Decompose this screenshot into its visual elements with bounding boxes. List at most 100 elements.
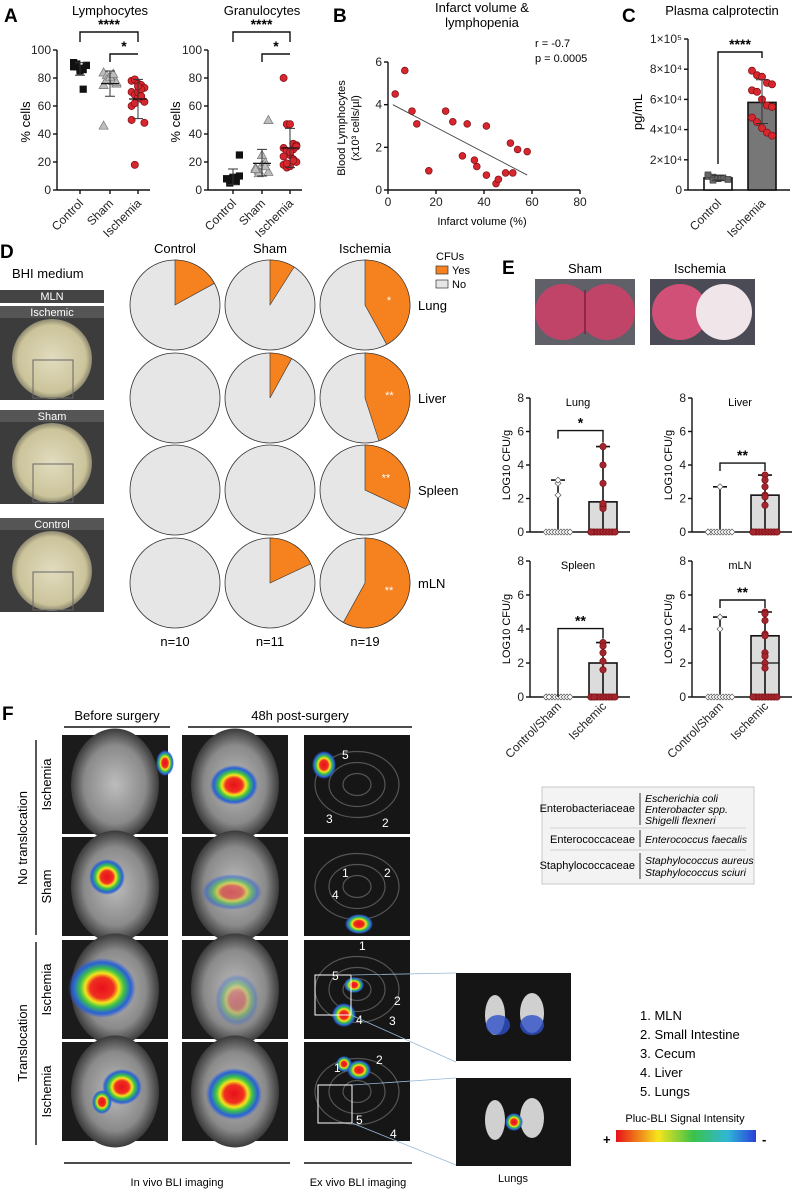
plate-label-bg bbox=[0, 410, 104, 422]
n-label: n=10 bbox=[160, 634, 189, 649]
chart-title: Lung bbox=[566, 397, 590, 409]
sd-errorbar bbox=[712, 175, 724, 181]
panel-label-d: D bbox=[0, 242, 14, 263]
xlabel-b: Infarct volume (%) bbox=[437, 216, 526, 228]
data-point-circle bbox=[506, 139, 515, 147]
title-line2: lymphopenia bbox=[445, 15, 519, 30]
significance-stars: ** bbox=[382, 473, 391, 485]
significance-stars: **** bbox=[98, 16, 120, 32]
sd-errorbar bbox=[756, 79, 768, 125]
data-point-circle bbox=[761, 652, 769, 660]
ex-vivo-bli-image: 1 2 5 4 bbox=[304, 1042, 410, 1141]
data-point-circle bbox=[473, 162, 481, 171]
organ-number: 4 bbox=[332, 888, 339, 902]
x-tick-label: Control bbox=[49, 196, 86, 233]
y-tick-label: 0 bbox=[679, 690, 686, 704]
label-ex-vivo: Ex vivo BLI imaging bbox=[310, 1177, 407, 1189]
petri-ring bbox=[314, 750, 400, 819]
row-label: Lung bbox=[418, 298, 447, 313]
legend-swatch-yes bbox=[435, 265, 449, 275]
data-point-circle bbox=[599, 479, 607, 487]
bli-signal bbox=[215, 974, 259, 1026]
data-point-triangle bbox=[108, 68, 119, 78]
chart-lung: 0 2 4 6 8 Lung LOG10 CFU/g * bbox=[501, 391, 630, 539]
data-point-triangle bbox=[260, 160, 271, 171]
organ-number: 5 bbox=[342, 748, 349, 762]
data-point-circle bbox=[761, 610, 769, 618]
data-point-circle bbox=[130, 160, 139, 169]
pie-slice-yes bbox=[269, 537, 312, 584]
significance-bracket bbox=[719, 462, 766, 472]
significance-bracket bbox=[719, 599, 766, 608]
data-point-circle bbox=[768, 102, 776, 111]
cfu-organ-charts: 0 2 4 6 8 Lung LOG10 CFU/g * 0 2 4 6 8 Liver LOG10 CFU… bbox=[501, 391, 792, 761]
data-point-circle bbox=[761, 483, 769, 491]
organ-number: 2 bbox=[394, 994, 401, 1008]
y-tick-label: 100 bbox=[31, 43, 51, 57]
brain-image-sham bbox=[535, 279, 635, 345]
chart-title-granulocytes: Granulocytes bbox=[224, 3, 301, 18]
sd-errorbar bbox=[105, 70, 115, 97]
data-point-circle bbox=[401, 66, 409, 75]
data-point-square bbox=[235, 172, 243, 180]
data-point-circle bbox=[513, 145, 522, 154]
agar-plate bbox=[12, 531, 92, 611]
species-name: Enterobacter spp. bbox=[645, 804, 728, 816]
organ-item: 4. Liver bbox=[640, 1065, 683, 1080]
y-tick-label: 6 bbox=[679, 425, 686, 439]
label-in-vivo: In vivo BLI imaging bbox=[131, 1177, 224, 1189]
data-point-circle bbox=[599, 666, 607, 674]
data-point-square bbox=[232, 176, 240, 184]
data-point-square bbox=[226, 179, 234, 187]
n-label: n=19 bbox=[350, 634, 379, 649]
y-tick-label: 4 bbox=[679, 622, 686, 636]
zoom-inset bbox=[32, 571, 74, 611]
x-tick-label: Control bbox=[202, 196, 239, 233]
in-vivo-bli-image bbox=[62, 933, 168, 1046]
y-tick-label: 2 bbox=[679, 492, 686, 506]
petri-ring bbox=[328, 761, 386, 808]
panel-label-c: C bbox=[622, 6, 636, 27]
data-point-circle bbox=[587, 528, 595, 536]
data-point-diamond bbox=[716, 625, 724, 633]
data-point-circle bbox=[599, 649, 607, 657]
brain-image-ischemia bbox=[650, 279, 755, 345]
y-tick-label: 8 bbox=[517, 391, 524, 405]
organ-number: 1 bbox=[334, 1061, 341, 1075]
data-point-circle bbox=[425, 167, 433, 175]
x-tick-label: 0 bbox=[385, 195, 392, 209]
organ-number: 1 bbox=[359, 939, 366, 953]
data-point-circle bbox=[773, 528, 781, 536]
y-tick-label: 80 bbox=[38, 71, 52, 85]
ylabel-granulocytes: % cells bbox=[168, 101, 183, 143]
mouse-body bbox=[71, 728, 159, 841]
organ-number: 5 bbox=[356, 1113, 363, 1127]
significance-stars: * bbox=[273, 38, 279, 54]
y-tick-label: 20 bbox=[38, 155, 52, 169]
significance-stars: ** bbox=[737, 584, 748, 600]
title-line1: Infarct volume & bbox=[435, 0, 529, 15]
in-vivo-bli-image bbox=[62, 830, 168, 943]
data-point-circle bbox=[441, 107, 450, 115]
data-point-diamond bbox=[554, 476, 562, 484]
data-point-circle bbox=[768, 80, 776, 89]
organ-number: 4 bbox=[390, 1127, 397, 1141]
data-point-circle bbox=[289, 156, 298, 165]
panel-label-a: A bbox=[4, 6, 18, 27]
y-tick-label: 4 bbox=[679, 458, 686, 472]
image-background bbox=[456, 973, 571, 1061]
ylabel-calprotectin: pg/mL bbox=[630, 94, 645, 130]
data-point-triangle bbox=[263, 114, 274, 124]
y-axis-label: LOG10 CFU/g bbox=[501, 430, 513, 500]
bli-signal bbox=[486, 1015, 510, 1035]
regression-line bbox=[392, 104, 528, 176]
y-tick-label: 8×10⁴ bbox=[650, 62, 682, 76]
bli-signal bbox=[505, 1113, 523, 1131]
ex-vivo-bli-image: 14 2 bbox=[304, 837, 410, 936]
series-ischemia bbox=[127, 75, 149, 169]
signal-scale: Pluc-BLI Signal Intensity + - bbox=[603, 1113, 766, 1147]
y-tick-label: 100 bbox=[182, 43, 202, 57]
data-point-circle bbox=[761, 616, 769, 625]
